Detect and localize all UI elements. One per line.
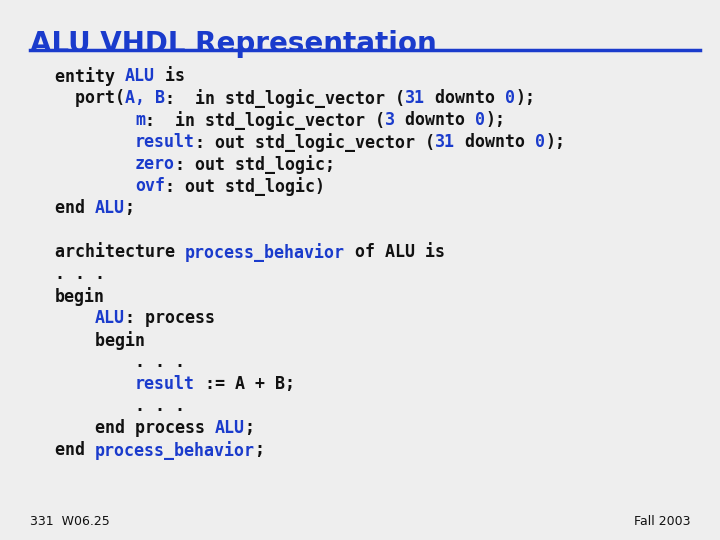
Text: end: end [55, 199, 95, 217]
Text: 3: 3 [385, 111, 395, 129]
Text: architecture: architecture [55, 243, 185, 261]
Text: result: result [135, 375, 195, 393]
Text: : out std_logic_vector (: : out std_logic_vector ( [195, 133, 435, 152]
Text: end: end [55, 441, 95, 459]
Text: );: ); [515, 89, 535, 107]
Text: downto: downto [395, 111, 475, 129]
Text: ;: ; [245, 419, 255, 437]
Text: ovf: ovf [135, 177, 165, 195]
Text: ALU VHDL Representation: ALU VHDL Representation [30, 30, 437, 58]
Text: ALU: ALU [215, 419, 245, 437]
Text: entity: entity [55, 67, 125, 86]
Text: ALU: ALU [95, 199, 125, 217]
Text: :  in std_logic_vector (: : in std_logic_vector ( [145, 111, 385, 130]
Text: : out std_logic): : out std_logic) [165, 177, 325, 196]
Text: . . .: . . . [55, 353, 185, 371]
Text: A, B: A, B [125, 89, 165, 107]
Text: process_behavior: process_behavior [95, 441, 255, 460]
Text: result: result [135, 133, 195, 151]
Text: );: ); [485, 111, 505, 129]
Text: . . .: . . . [55, 265, 105, 283]
Text: := A + B;: := A + B; [195, 375, 295, 393]
Text: ALU: ALU [95, 309, 125, 327]
Text: : process: : process [125, 309, 215, 327]
Text: process_behavior: process_behavior [185, 243, 345, 262]
Text: Fall 2003: Fall 2003 [634, 515, 690, 528]
Text: downto: downto [455, 133, 535, 151]
Text: ALU: ALU [125, 67, 155, 85]
Text: is: is [155, 67, 185, 85]
Text: );: ); [545, 133, 565, 151]
Text: :  in std_logic_vector (: : in std_logic_vector ( [165, 89, 405, 108]
Text: 0: 0 [505, 89, 515, 107]
Text: 0: 0 [535, 133, 545, 151]
Text: ;: ; [255, 441, 265, 459]
Text: zero: zero [135, 155, 175, 173]
Text: begin: begin [55, 331, 145, 350]
Text: 31: 31 [405, 89, 425, 107]
Text: m: m [135, 111, 145, 129]
Text: 31: 31 [435, 133, 455, 151]
Text: 0: 0 [475, 111, 485, 129]
Text: end process: end process [55, 419, 215, 437]
Text: . . .: . . . [55, 397, 185, 415]
Text: downto: downto [425, 89, 505, 107]
Text: port(: port( [55, 89, 125, 107]
Text: of ALU is: of ALU is [345, 243, 445, 261]
Text: begin: begin [55, 287, 105, 306]
Text: : out std_logic;: : out std_logic; [175, 155, 335, 174]
Text: 331  W06.25: 331 W06.25 [30, 515, 109, 528]
Text: ;: ; [125, 199, 135, 217]
